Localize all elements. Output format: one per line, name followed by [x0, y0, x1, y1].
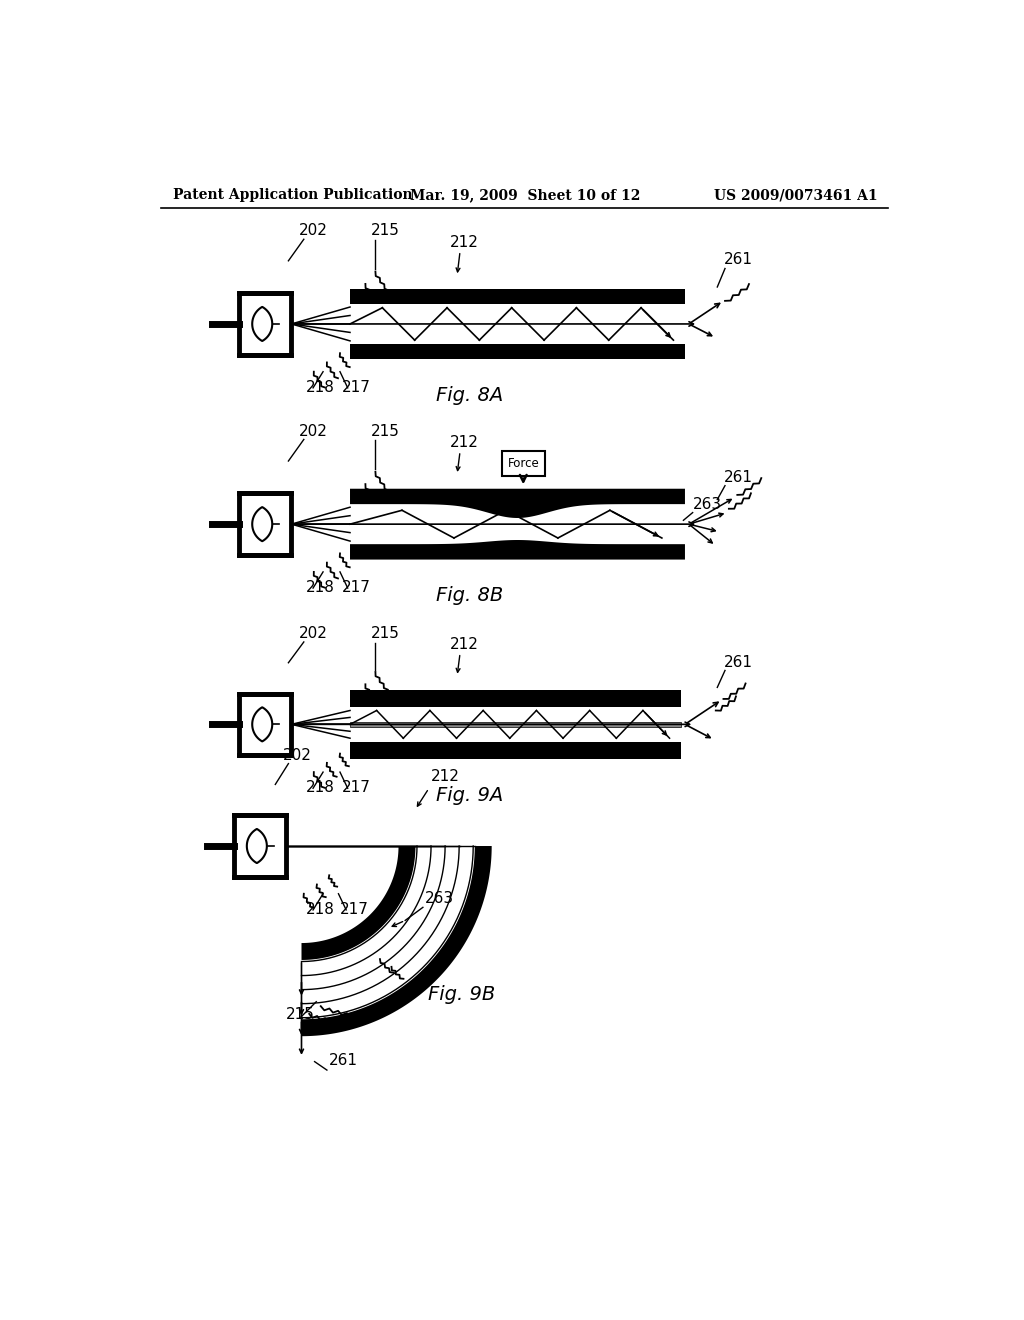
Polygon shape: [350, 488, 685, 517]
Text: Patent Application Publication: Patent Application Publication: [173, 189, 413, 202]
Text: 215: 215: [371, 424, 399, 438]
Text: Mar. 19, 2009  Sheet 10 of 12: Mar. 19, 2009 Sheet 10 of 12: [410, 189, 640, 202]
Text: 218: 218: [306, 579, 335, 595]
Text: 212: 212: [430, 768, 460, 784]
Text: 217: 217: [342, 780, 371, 795]
Polygon shape: [350, 540, 685, 560]
Text: Fig. 9A: Fig. 9A: [436, 787, 503, 805]
Text: 215: 215: [371, 626, 399, 642]
Bar: [350, 708, 681, 742]
Text: 261: 261: [724, 252, 753, 267]
Text: 263: 263: [692, 496, 722, 512]
Text: US 2009/0073461 A1: US 2009/0073461 A1: [714, 189, 878, 202]
Polygon shape: [301, 846, 492, 1036]
Bar: [240, 693, 292, 755]
Polygon shape: [247, 829, 267, 863]
Polygon shape: [301, 846, 475, 1019]
Text: 217: 217: [340, 902, 369, 917]
Text: Fig. 9B: Fig. 9B: [428, 985, 496, 1005]
Text: 212: 212: [451, 436, 479, 450]
Polygon shape: [252, 507, 272, 541]
Polygon shape: [301, 846, 416, 960]
Text: Fig. 8A: Fig. 8A: [436, 385, 503, 405]
Polygon shape: [252, 708, 272, 742]
Bar: [502, 451, 545, 475]
Text: 218: 218: [306, 380, 335, 395]
Bar: [233, 816, 286, 876]
Text: Force: Force: [507, 457, 539, 470]
Bar: [350, 345, 685, 359]
Bar: [350, 690, 681, 708]
Text: 261: 261: [329, 1053, 357, 1068]
Bar: [240, 494, 292, 554]
Text: 217: 217: [342, 380, 371, 395]
Text: 202: 202: [283, 747, 312, 763]
Text: 215: 215: [286, 1007, 314, 1022]
Text: 261: 261: [724, 655, 753, 669]
Text: 218: 218: [306, 902, 335, 917]
Text: 212: 212: [451, 235, 479, 249]
Text: 218: 218: [306, 780, 335, 795]
Text: 202: 202: [298, 424, 328, 438]
Bar: [350, 742, 681, 759]
Text: 202: 202: [298, 626, 328, 642]
Bar: [350, 289, 685, 304]
Polygon shape: [252, 308, 272, 341]
Text: 217: 217: [342, 579, 371, 595]
Text: 202: 202: [298, 223, 328, 239]
Bar: [350, 504, 685, 544]
Text: 261: 261: [724, 470, 753, 484]
Text: 215: 215: [371, 223, 399, 239]
Bar: [350, 722, 681, 726]
Text: 263: 263: [424, 891, 454, 907]
Bar: [240, 293, 292, 355]
Text: 212: 212: [451, 636, 479, 652]
Bar: [350, 304, 685, 345]
Text: Fig. 8B: Fig. 8B: [436, 586, 503, 605]
